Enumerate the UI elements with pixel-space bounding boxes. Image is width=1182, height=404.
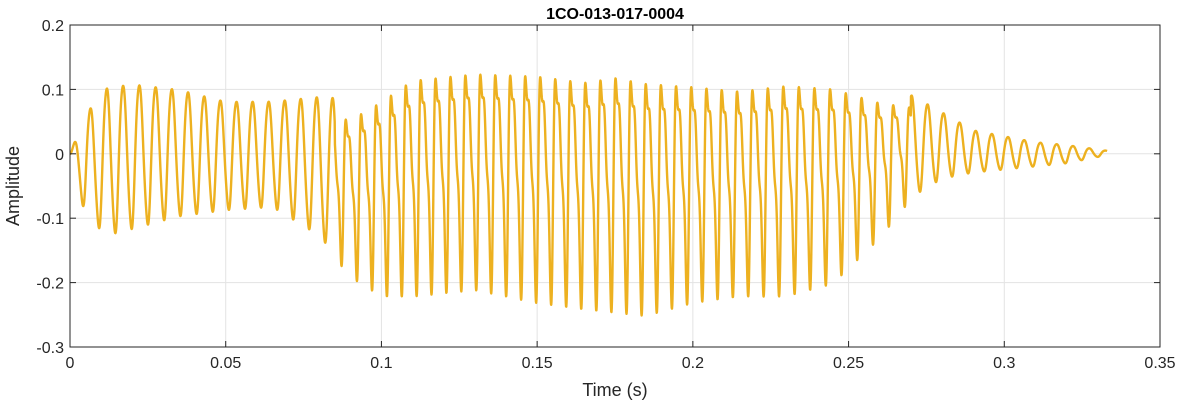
x-axis-label: Time (s): [582, 380, 647, 400]
y-tick-label: 0: [55, 147, 64, 164]
x-tick-label: 0: [66, 355, 75, 372]
y-tick-label: 0.2: [42, 18, 64, 35]
y-axis-label: Amplitude: [3, 146, 23, 226]
chart-title: 1CO-013-017-0004: [546, 6, 684, 23]
x-tick-label: 0.35: [1144, 355, 1175, 372]
y-axis-ticks: -0.3 -0.2 -0.1 0 0.1 0.2: [36, 18, 1160, 357]
y-tick-label: -0.2: [36, 276, 64, 293]
y-tick-label: 0.1: [42, 82, 64, 99]
x-tick-label: 0.2: [682, 355, 704, 372]
y-tick-label: -0.3: [36, 340, 64, 357]
x-tick-label: 0.1: [370, 355, 392, 372]
plot-area-box: [69, 24, 1161, 348]
plot-area-background: [70, 25, 1160, 347]
x-tick-label: 0.3: [993, 355, 1015, 372]
y-tick-label: -0.1: [36, 211, 64, 228]
amplitude-series-line: [69, 73, 1109, 317]
x-tick-label: 0.15: [522, 355, 553, 372]
x-tick-label: 0.25: [833, 355, 864, 372]
x-axis-ticks: 0 0.05 0.1 0.15 0.2 0.25 0.3 0.35: [66, 25, 1176, 372]
x-tick-label: 0.05: [210, 355, 241, 372]
